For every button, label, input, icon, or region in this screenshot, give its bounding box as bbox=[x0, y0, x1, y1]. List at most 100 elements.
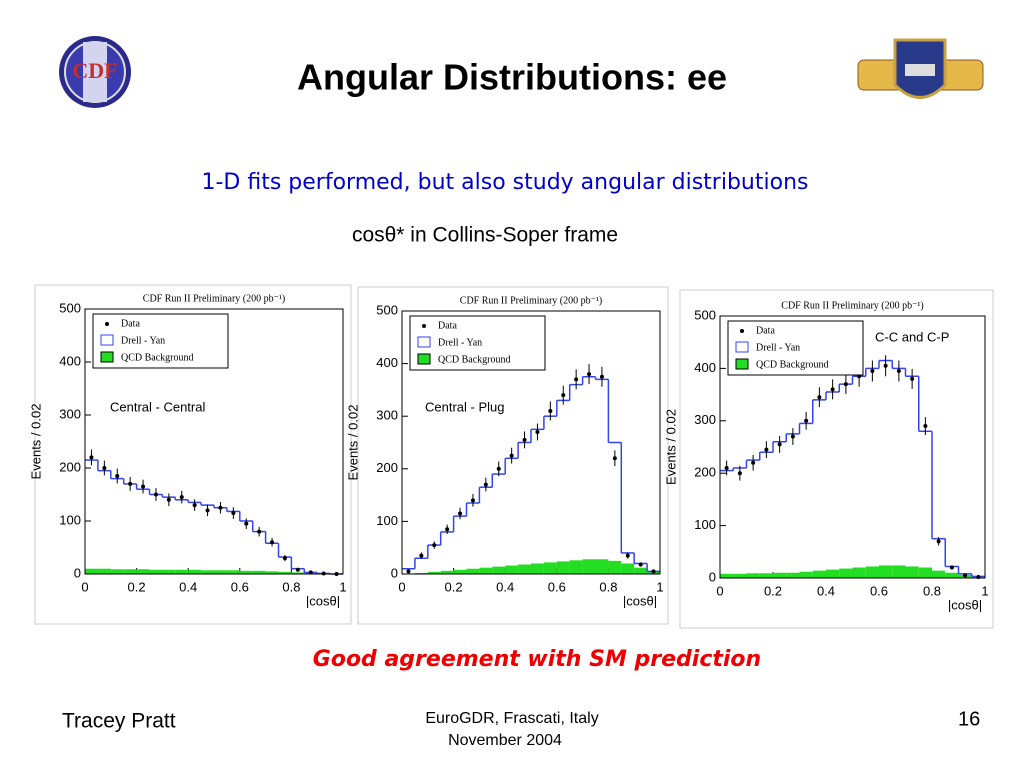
y-tick-label: 400 bbox=[376, 355, 398, 370]
qcd-bar bbox=[175, 569, 189, 574]
y-tick-label: 500 bbox=[694, 307, 716, 322]
x-tick-label: 1 bbox=[656, 579, 663, 594]
qcd-bar bbox=[531, 563, 544, 574]
qcd-bar bbox=[97, 568, 111, 574]
conclusion: Good agreement with SM prediction bbox=[313, 647, 761, 672]
x-tick-label: 0.8 bbox=[282, 579, 300, 594]
qcd-bar bbox=[291, 572, 305, 574]
x-tick-label: 0.2 bbox=[445, 579, 463, 594]
qcd-bar bbox=[621, 563, 635, 574]
data-point bbox=[432, 543, 437, 548]
subtitle: 1-D fits performed, but also study angul… bbox=[202, 170, 809, 195]
qcd-bar bbox=[518, 564, 531, 574]
data-point bbox=[963, 573, 968, 578]
x-tick-label: 0.2 bbox=[764, 583, 782, 598]
data-point bbox=[445, 527, 450, 532]
chart-annotation: C-C and C-P bbox=[875, 329, 949, 344]
qcd-bar bbox=[839, 568, 853, 578]
legend-dy bbox=[100, 334, 114, 346]
data-point bbox=[587, 372, 592, 377]
chart-frame bbox=[679, 289, 994, 629]
data-point bbox=[883, 363, 888, 368]
qcd-bar bbox=[505, 565, 519, 574]
chart-title: CDF Run II Preliminary (200 pb⁻¹) bbox=[143, 293, 285, 304]
qcd-bar bbox=[123, 569, 137, 574]
qcd-bar bbox=[746, 573, 760, 578]
data-point bbox=[751, 460, 756, 465]
y-tick-label: 400 bbox=[694, 360, 716, 375]
data-point bbox=[535, 429, 540, 434]
y-tick-label: 400 bbox=[59, 353, 81, 368]
qcd-bar bbox=[852, 567, 866, 578]
y-tick-label: 300 bbox=[694, 412, 716, 427]
data-point bbox=[574, 377, 579, 382]
data-point bbox=[651, 569, 656, 574]
data-point bbox=[218, 505, 223, 510]
qcd-bar bbox=[226, 570, 240, 574]
x-tick-label: 0.4 bbox=[817, 583, 835, 598]
data-point bbox=[483, 482, 488, 487]
data-point bbox=[295, 567, 300, 572]
data-point bbox=[308, 570, 313, 575]
data-point bbox=[153, 492, 158, 497]
legend-label: Drell - Yan bbox=[121, 335, 165, 346]
y-axis-label: Events / 0.02 bbox=[663, 409, 678, 485]
data-point bbox=[406, 569, 411, 574]
y-tick-label: 300 bbox=[59, 406, 81, 421]
qcd-bar bbox=[569, 560, 583, 574]
y-tick-label: 500 bbox=[376, 302, 398, 317]
data-point bbox=[737, 471, 742, 476]
legend-dy bbox=[417, 336, 431, 348]
legend-label: QCD Background bbox=[756, 359, 829, 370]
data-point bbox=[419, 553, 424, 558]
data-point bbox=[910, 376, 915, 381]
data-point bbox=[192, 503, 197, 508]
qcd-bar bbox=[188, 569, 202, 574]
qcd-bar bbox=[582, 559, 596, 574]
qcd-bar bbox=[595, 559, 609, 574]
data-point bbox=[724, 465, 729, 470]
data-point bbox=[870, 369, 875, 374]
y-tick-label: 200 bbox=[59, 459, 81, 474]
data-point bbox=[321, 571, 326, 576]
x-axis-label: |cosθ| bbox=[623, 593, 657, 608]
x-tick-label: 0.6 bbox=[231, 579, 249, 594]
data-point bbox=[561, 393, 566, 398]
qcd-bar bbox=[85, 568, 98, 574]
legend-label: Drell - Yan bbox=[438, 337, 482, 348]
data-point bbox=[790, 434, 795, 439]
slide-title: Angular Distributions: ee bbox=[297, 57, 727, 98]
data-point bbox=[257, 529, 262, 534]
svg-text:CDF: CDF bbox=[72, 58, 117, 83]
x-tick-label: 0.8 bbox=[599, 579, 617, 594]
qcd-bar bbox=[773, 572, 787, 578]
qcd-bar bbox=[720, 573, 734, 578]
data-point bbox=[166, 497, 171, 502]
qcd-bar bbox=[492, 566, 506, 574]
chart-frame bbox=[34, 284, 352, 625]
qcd-bar bbox=[479, 567, 493, 574]
qcd-bar bbox=[634, 567, 648, 574]
qcd-bar bbox=[918, 567, 932, 578]
data-point bbox=[599, 374, 604, 379]
qcd-bar bbox=[110, 569, 124, 574]
qcd-bar bbox=[945, 572, 959, 578]
data-point bbox=[612, 456, 617, 461]
footer-date: November 2004 bbox=[448, 732, 562, 749]
qcd-bar bbox=[799, 571, 813, 578]
data-point bbox=[102, 466, 107, 470]
legend-box bbox=[92, 313, 229, 369]
y-tick-label: 200 bbox=[694, 465, 716, 480]
data-point bbox=[804, 418, 809, 423]
data-point bbox=[470, 498, 475, 503]
data-point bbox=[458, 511, 463, 516]
legend-label: Data bbox=[438, 320, 457, 331]
y-tick-label: 0 bbox=[391, 565, 398, 580]
subheading: cosθ* in Collins-Soper frame bbox=[352, 224, 618, 247]
qcd-bar bbox=[239, 570, 253, 574]
plot-frame bbox=[401, 310, 661, 575]
x-axis-label: |cosθ| bbox=[306, 593, 340, 608]
legend-qcd bbox=[735, 358, 749, 370]
y-tick-label: 300 bbox=[376, 408, 398, 423]
